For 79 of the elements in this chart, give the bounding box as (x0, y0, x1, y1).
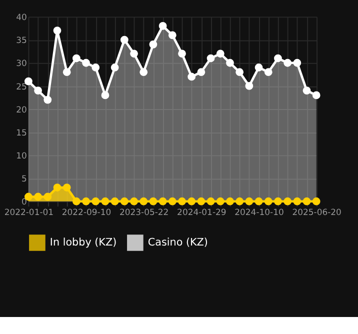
point (245, 82, 254, 90)
point (92, 197, 100, 206)
x-tick-label: 2022-09-10 (62, 207, 112, 218)
point (53, 26, 62, 34)
point (101, 91, 110, 100)
point (130, 50, 138, 58)
y-tick-label: 15 (16, 127, 27, 138)
point (216, 50, 224, 58)
y-tick-label: 5 (21, 174, 27, 184)
point (216, 197, 224, 206)
point (130, 197, 138, 206)
point (254, 64, 263, 72)
y-tick-label: 35 (16, 35, 27, 46)
point (168, 197, 176, 206)
point (226, 197, 234, 206)
y-tick-label: 10 (16, 150, 27, 160)
point (140, 68, 148, 76)
point (110, 64, 119, 72)
x-tick-label: 2022-01-01 (4, 207, 54, 218)
point (293, 197, 302, 206)
point (110, 197, 119, 206)
point (168, 31, 176, 40)
y-tick-label: 0 (21, 196, 27, 207)
x-tick-label: 2024-01-29 (177, 207, 226, 218)
point (101, 197, 110, 206)
point (245, 197, 254, 206)
point (82, 197, 90, 206)
point (149, 40, 158, 48)
point (284, 58, 292, 67)
point (92, 64, 100, 72)
point (206, 197, 215, 206)
point (264, 197, 272, 206)
point (302, 197, 311, 206)
point (44, 192, 52, 201)
point (274, 197, 282, 206)
point (82, 58, 90, 67)
legend-label: In lobby (KZ) (50, 236, 117, 249)
point (24, 77, 32, 86)
point (236, 197, 244, 206)
point (120, 197, 128, 206)
y-tick-label: 25 (16, 81, 27, 92)
x-tick-label: 2025-06-20 (292, 207, 342, 218)
point (236, 68, 244, 76)
point (264, 68, 272, 76)
point (188, 197, 196, 206)
point (62, 68, 71, 76)
point (34, 192, 42, 201)
y-tick-label: 40 (16, 12, 27, 22)
point (178, 50, 186, 58)
x-tick-label: 2023-05-22 (119, 207, 169, 218)
point (206, 54, 215, 62)
point (274, 54, 282, 62)
y-tick-label: 30 (16, 58, 27, 68)
legend-label: Casino (KZ) (148, 236, 208, 249)
point (120, 36, 128, 44)
point (62, 184, 71, 192)
point (72, 54, 80, 62)
point (197, 197, 206, 206)
point (293, 58, 302, 67)
x-tick-label: 2024-10-10 (234, 207, 284, 218)
point (72, 197, 80, 206)
point (53, 184, 62, 192)
point (284, 197, 292, 206)
point (312, 91, 320, 100)
point (302, 86, 311, 95)
y-tick-label: 20 (16, 104, 27, 114)
point (149, 197, 158, 206)
point (140, 197, 148, 206)
point (254, 197, 263, 206)
point (197, 68, 206, 76)
point (158, 22, 167, 30)
point (178, 197, 186, 206)
point (44, 96, 52, 104)
point (34, 86, 42, 95)
point (226, 58, 234, 67)
point (158, 197, 167, 206)
point (312, 197, 320, 206)
point (188, 72, 196, 81)
point (24, 192, 32, 201)
